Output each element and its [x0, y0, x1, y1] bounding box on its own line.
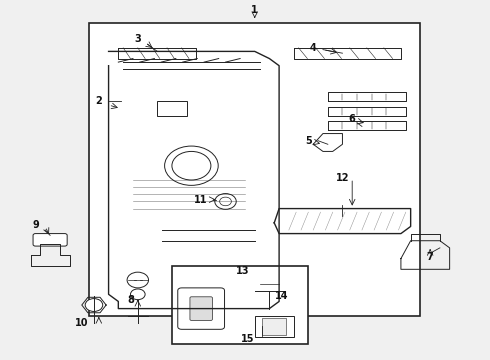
- Bar: [262, 318, 287, 336]
- FancyBboxPatch shape: [190, 297, 212, 320]
- Text: 3: 3: [134, 34, 141, 44]
- Text: 8: 8: [127, 295, 134, 305]
- Bar: [255, 316, 294, 337]
- FancyBboxPatch shape: [33, 234, 67, 246]
- Bar: [89, 23, 420, 316]
- Text: 11: 11: [195, 195, 208, 204]
- Circle shape: [127, 272, 148, 288]
- Circle shape: [172, 152, 211, 180]
- Circle shape: [85, 298, 103, 311]
- Text: 15: 15: [241, 334, 254, 344]
- Text: 13: 13: [236, 266, 249, 276]
- Circle shape: [215, 194, 236, 209]
- Text: 4: 4: [310, 43, 317, 53]
- Circle shape: [165, 146, 218, 185]
- Text: 1: 1: [251, 5, 258, 15]
- Bar: [172, 266, 308, 344]
- Text: 10: 10: [75, 318, 89, 328]
- Text: 5: 5: [305, 136, 312, 146]
- Text: 9: 9: [32, 220, 39, 230]
- Text: 12: 12: [336, 173, 349, 183]
- Text: 2: 2: [96, 96, 102, 107]
- Circle shape: [220, 197, 231, 206]
- Text: 14: 14: [275, 291, 288, 301]
- FancyBboxPatch shape: [178, 288, 224, 329]
- Text: 7: 7: [427, 252, 434, 262]
- Bar: [157, 102, 187, 116]
- Text: 6: 6: [349, 114, 356, 124]
- Circle shape: [130, 289, 145, 300]
